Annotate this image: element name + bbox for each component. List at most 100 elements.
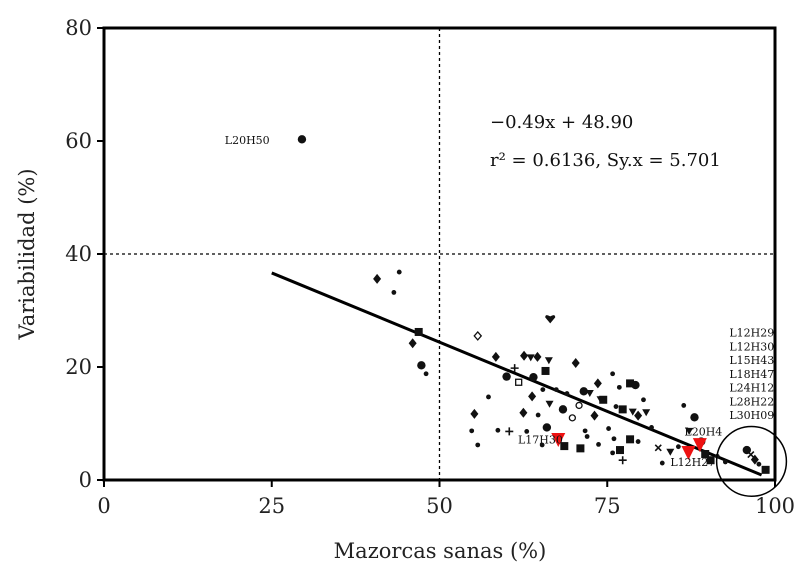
data-point	[756, 461, 762, 467]
data-point	[414, 327, 423, 336]
data-point	[706, 456, 715, 465]
data-point	[417, 361, 426, 370]
y-tick-label: 0	[79, 468, 92, 492]
x-axis-ticks: 0 25 50 75 100	[97, 480, 795, 518]
data-point	[571, 358, 580, 369]
regression-stats: r² = 0.6136, Sy.x = 5.701	[490, 150, 721, 171]
regression-line	[271, 271, 763, 477]
regression-line-group	[271, 271, 763, 477]
data-point	[408, 338, 417, 349]
data-point	[675, 444, 681, 450]
data-point	[553, 387, 559, 392]
data-point	[593, 378, 602, 389]
data-point	[681, 403, 687, 408]
data-point	[576, 444, 585, 453]
regression-equation: −0.49x + 48.90	[490, 112, 633, 133]
data-point	[423, 371, 429, 377]
x-tick-label: 50	[426, 494, 453, 518]
data-point	[750, 454, 759, 465]
y-tick-label: 80	[65, 16, 92, 40]
point-label: L17H30	[518, 433, 563, 446]
data-point	[491, 351, 500, 362]
data-point	[761, 465, 770, 474]
point-label: L28H22	[729, 395, 774, 408]
data-point	[613, 404, 619, 409]
data-point	[628, 408, 637, 416]
data-point	[599, 395, 608, 404]
data-point	[582, 428, 588, 434]
data-point	[545, 400, 554, 408]
y-tick-label: 20	[65, 355, 92, 379]
data-point	[545, 315, 556, 324]
point-label: L15H43	[729, 354, 774, 367]
data-point	[515, 378, 523, 386]
data-point	[558, 405, 568, 414]
data-point	[690, 413, 699, 422]
data-point	[533, 351, 542, 362]
data-point	[722, 459, 728, 465]
data-point	[520, 350, 529, 361]
data-point	[654, 444, 662, 452]
data-point	[486, 394, 491, 400]
data-point	[396, 269, 402, 275]
data-point	[524, 429, 530, 434]
data-point	[635, 439, 641, 444]
data-point	[626, 435, 635, 444]
point-annotations: L20H50 L17H30 L20H4 L12H27 L12H29L12H30L15H4…	[225, 134, 774, 469]
highlight-triangle	[692, 438, 707, 453]
data-point	[535, 412, 541, 418]
point-label: L24H12	[729, 381, 774, 394]
point-label: L12H29	[729, 327, 774, 340]
data-point	[641, 397, 646, 403]
data-point	[540, 387, 546, 392]
data-point	[564, 391, 570, 396]
highlight-triangle	[551, 433, 566, 448]
data-point	[579, 387, 588, 396]
data-point	[505, 427, 514, 436]
data-point	[528, 391, 537, 402]
data-point	[560, 442, 569, 451]
y-axis-title: Variabilidad (%)	[15, 168, 39, 340]
data-point	[584, 434, 590, 439]
data-point	[519, 407, 528, 418]
data-point	[475, 442, 481, 448]
data-point	[596, 442, 601, 447]
data-point	[747, 451, 755, 459]
point-label: L20H50	[225, 134, 270, 147]
data-point	[666, 448, 675, 456]
data-point	[606, 426, 611, 431]
point-label: L18H47	[729, 368, 774, 381]
data-point	[610, 450, 616, 456]
data-point	[701, 450, 710, 459]
data-point	[616, 384, 622, 390]
data-point	[659, 460, 665, 466]
data-point	[611, 436, 617, 442]
data-point	[685, 427, 694, 435]
data-point	[649, 425, 654, 430]
data-point	[473, 330, 483, 341]
point-label: L20H4	[684, 425, 722, 438]
data-point	[502, 372, 511, 381]
data-point	[469, 428, 475, 434]
y-tick-label: 40	[65, 242, 92, 266]
data-point	[610, 371, 616, 377]
highlight-triangle	[681, 446, 696, 461]
point-label: L30H09	[729, 409, 774, 422]
data-point	[539, 442, 545, 448]
x-tick-label: 100	[755, 494, 795, 518]
data-point	[391, 290, 397, 295]
x-tick-label: 0	[97, 494, 110, 518]
data-point	[510, 364, 519, 373]
highlight-circle-group	[715, 425, 788, 497]
data-point	[470, 408, 479, 419]
data-point	[495, 427, 501, 433]
x-tick-label: 25	[258, 494, 285, 518]
data-point	[626, 379, 635, 388]
point-label: L12H27	[670, 456, 715, 469]
data-point	[529, 372, 538, 382]
data-point	[618, 405, 627, 414]
data-point	[542, 423, 552, 432]
x-tick-label: 75	[594, 494, 621, 518]
data-point	[634, 410, 643, 421]
